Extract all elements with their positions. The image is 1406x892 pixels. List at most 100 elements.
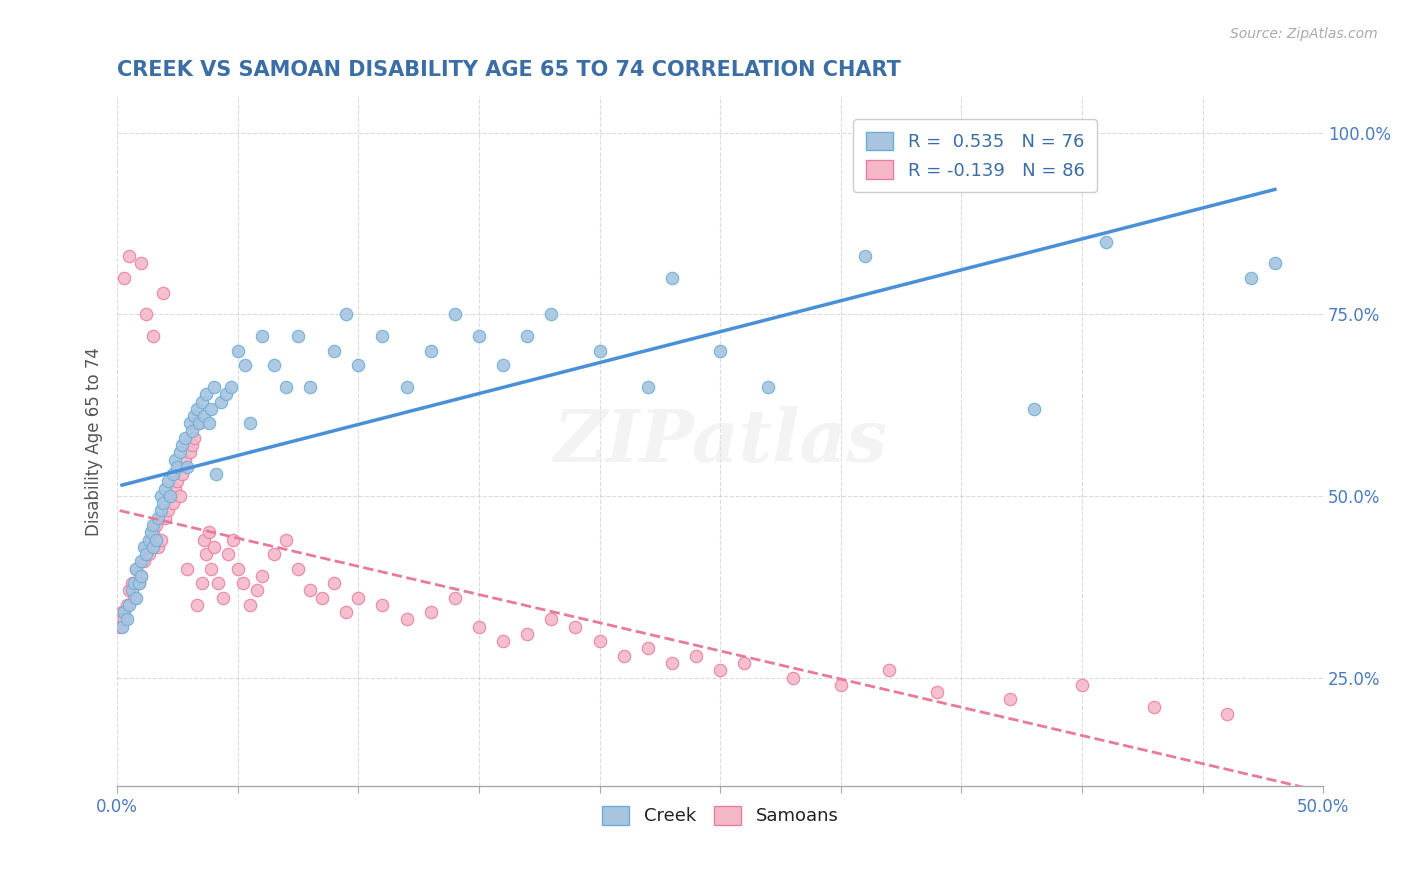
Point <box>142 525 165 540</box>
Point <box>181 424 204 438</box>
Point <box>927 685 949 699</box>
Point <box>492 358 515 372</box>
Point <box>239 417 262 431</box>
Y-axis label: Disability Age 65 to 74: Disability Age 65 to 74 <box>86 347 103 536</box>
Point <box>145 518 167 533</box>
Point <box>323 343 346 358</box>
Point <box>169 445 191 459</box>
Point <box>166 475 188 489</box>
Point <box>198 417 221 431</box>
Point <box>287 561 309 575</box>
Point <box>685 648 707 663</box>
Point <box>176 459 198 474</box>
Point <box>877 663 900 677</box>
Point <box>138 533 160 547</box>
Point <box>347 591 370 605</box>
Point <box>212 591 235 605</box>
Point <box>492 634 515 648</box>
Point <box>162 467 184 482</box>
Point <box>516 329 538 343</box>
Point <box>172 438 194 452</box>
Point <box>190 394 212 409</box>
Point <box>181 438 204 452</box>
Point <box>118 249 141 263</box>
Point <box>188 417 211 431</box>
Point <box>226 343 249 358</box>
Point <box>782 671 804 685</box>
Point <box>183 431 205 445</box>
Point <box>131 554 153 568</box>
Point <box>202 380 225 394</box>
Point <box>853 249 876 263</box>
Point <box>173 452 195 467</box>
Point <box>131 569 153 583</box>
Point <box>159 489 181 503</box>
Point <box>1022 401 1045 416</box>
Point <box>118 583 141 598</box>
Point <box>198 525 221 540</box>
Point <box>246 583 269 598</box>
Point <box>132 540 155 554</box>
Point <box>193 533 215 547</box>
Point <box>1143 699 1166 714</box>
Point <box>202 540 225 554</box>
Point <box>139 525 162 540</box>
Point <box>195 387 218 401</box>
Point <box>233 358 256 372</box>
Point <box>188 417 211 431</box>
Point <box>155 510 177 524</box>
Point <box>200 561 222 575</box>
Point <box>613 648 636 663</box>
Point <box>219 380 242 394</box>
Point <box>112 605 135 619</box>
Point <box>564 620 586 634</box>
Point <box>193 409 215 423</box>
Point <box>155 482 177 496</box>
Point <box>200 401 222 416</box>
Point <box>661 656 683 670</box>
Point <box>1215 706 1237 721</box>
Point <box>186 598 208 612</box>
Point <box>287 329 309 343</box>
Point <box>588 343 610 358</box>
Point <box>190 576 212 591</box>
Point <box>166 459 188 474</box>
Point <box>540 612 562 626</box>
Point <box>263 358 285 372</box>
Point <box>274 533 297 547</box>
Point <box>139 533 162 547</box>
Point <box>209 394 232 409</box>
Point <box>128 576 150 591</box>
Point <box>758 380 780 394</box>
Point <box>172 467 194 482</box>
Point <box>132 554 155 568</box>
Point <box>115 598 138 612</box>
Point <box>311 591 333 605</box>
Point <box>637 641 659 656</box>
Point <box>115 612 138 626</box>
Point <box>152 496 174 510</box>
Point <box>148 510 170 524</box>
Point <box>217 547 239 561</box>
Point <box>148 540 170 554</box>
Point <box>159 489 181 503</box>
Point <box>125 591 148 605</box>
Point <box>156 503 179 517</box>
Point <box>186 401 208 416</box>
Point <box>1095 235 1118 249</box>
Point <box>468 620 491 634</box>
Point <box>709 663 731 677</box>
Point <box>142 518 165 533</box>
Point <box>125 561 148 575</box>
Point <box>222 533 245 547</box>
Point <box>149 533 172 547</box>
Point <box>444 307 467 321</box>
Point <box>335 605 357 619</box>
Point <box>371 598 394 612</box>
Point <box>207 576 229 591</box>
Point <box>112 612 135 626</box>
Point <box>142 329 165 343</box>
Point <box>250 569 273 583</box>
Point <box>395 380 418 394</box>
Point <box>121 583 143 598</box>
